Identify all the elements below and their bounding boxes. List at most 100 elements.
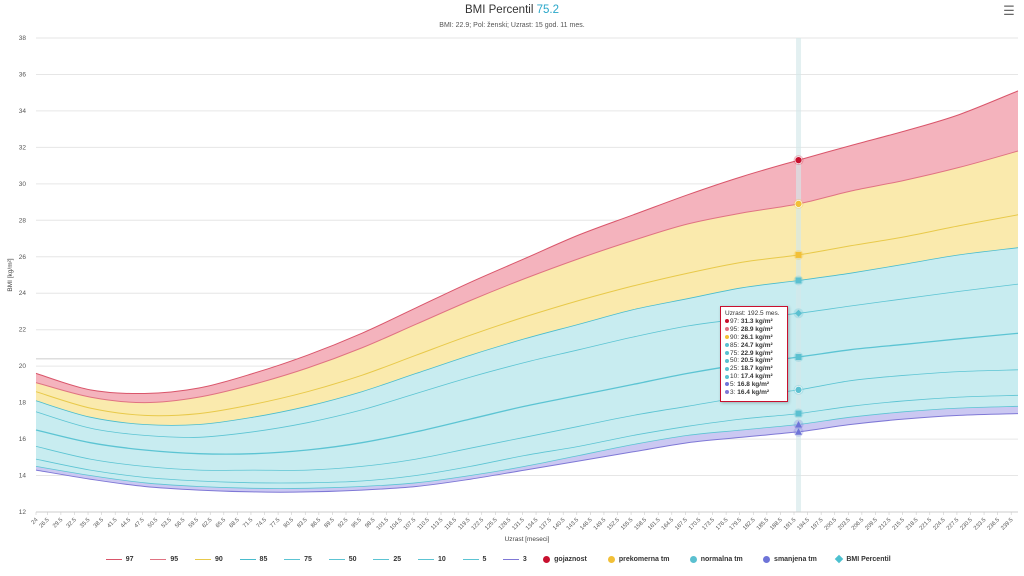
x-tick-label: 143.5	[566, 517, 581, 532]
series-line-p75	[35, 283, 1019, 438]
chart-subtitle: BMI: 22.9; Pol: ženski; Uzrast: 15 god. …	[439, 22, 585, 29]
series-line-p10	[35, 394, 1019, 484]
x-tick-label: 212.5	[878, 517, 893, 532]
band-gojaznost	[36, 90, 1018, 403]
tooltip-row-label: 75:	[730, 349, 741, 357]
legend-item-BMI-Percentil[interactable]: BMI Percentil	[835, 553, 891, 567]
tooltip-row: 75: 22.9 kg/m²	[725, 350, 787, 358]
crosshair	[796, 38, 802, 512]
legend-dot-icon	[543, 555, 551, 563]
legend-item-97[interactable]: 97	[105, 553, 134, 567]
series-line-p97	[35, 90, 1019, 395]
x-tick-label: 152.5	[606, 517, 621, 532]
legend-line-icon	[417, 558, 434, 560]
tooltip-row-value: 16.8 kg/m²	[737, 381, 770, 389]
series-line-p85	[35, 247, 1019, 426]
crosshair-band	[796, 38, 802, 512]
legend-item-75[interactable]: 75	[284, 553, 312, 567]
x-tick-label: 188.5	[769, 517, 784, 532]
y-tick-label: 22	[19, 327, 27, 334]
x-tick-label: 167.5	[674, 517, 689, 532]
x-tick-label: 104.5	[389, 517, 404, 532]
legend-item-85[interactable]: 85	[239, 553, 268, 567]
x-tick-label: 77.5	[269, 517, 281, 529]
tooltip-row: 50: 20.5 kg/m²	[725, 357, 787, 365]
x-tick-label: 185.5	[756, 517, 771, 532]
x-tick-label: 131.5	[511, 517, 526, 532]
x-tick-label: 116.5	[444, 517, 458, 531]
x-tick-label: 239.5	[1000, 517, 1015, 532]
hamburger-menu-icon[interactable]: ☰	[1003, 3, 1015, 18]
legend-item-90[interactable]: 90	[194, 553, 223, 567]
tooltip-row: 10: 17.4 kg/m²	[725, 373, 787, 381]
legend-item-10[interactable]: 10	[417, 553, 446, 567]
legend-item-95[interactable]: 95	[150, 553, 178, 567]
tooltip-row: 3: 16.4 kg/m²	[725, 389, 787, 397]
marker-p85	[795, 277, 802, 284]
x-tick-label: 50.5	[147, 517, 159, 529]
x-tick-label: 53.5	[161, 517, 173, 529]
legend-label: prekomerna tm	[618, 556, 670, 563]
chart-title-value: 75.2	[536, 4, 559, 16]
tooltip-dot-icon	[725, 390, 729, 395]
x-tick-label: 122.5	[471, 517, 486, 532]
tooltip-dot-icon	[725, 374, 729, 379]
x-tick-label: 38.5	[93, 517, 105, 529]
y-tick-label: 16	[19, 436, 27, 443]
x-tick-label: 44.5	[120, 517, 132, 529]
x-tick-label: 173.5	[701, 517, 716, 532]
tooltip-dot-icon	[725, 342, 729, 347]
legend-label: 85	[259, 556, 268, 563]
legend-item-3[interactable]: 3	[502, 553, 527, 567]
x-tick-label: 110.5	[417, 517, 431, 531]
hover-tooltip: Uzrast: 192.5 mes. 97: 31.3 kg/m² 95: 28.…	[720, 306, 788, 402]
legend-item-smanjena-tm[interactable]: smanjena tm	[763, 553, 817, 567]
tooltip-row-label: 10:	[730, 373, 741, 381]
legend-item-gojaznost[interactable]: gojaznost	[543, 553, 587, 567]
x-tick-label: 24	[31, 517, 40, 526]
legend-line-icon	[105, 558, 122, 560]
legend-item-25[interactable]: 25	[373, 553, 401, 567]
tooltip-row-label: 85:	[730, 341, 741, 349]
x-tick-label: 206.5	[851, 517, 866, 532]
x-tick-label: 35.5	[79, 517, 91, 529]
x-tick-label: 161.5	[647, 517, 662, 532]
x-tick-label: 155.5	[620, 517, 635, 532]
tooltip-row-label: 5:	[730, 381, 738, 389]
x-axis: 24 26.5 29.5 32.5 35.5 38.5 41.5 44.5 47.5 50.5 53…	[31, 511, 1018, 532]
tooltip-row-label: 90:	[730, 333, 741, 341]
x-tick-label: 218.5	[905, 517, 920, 532]
series-line-p90	[35, 214, 1019, 417]
tooltip-row: 5: 16.8 kg/m²	[725, 381, 787, 389]
x-tick-label: 125.5	[484, 517, 499, 532]
tooltip-row-label: 95:	[730, 325, 741, 333]
x-tick-label: 164.5	[661, 517, 676, 532]
x-tick-label: 227.5	[946, 517, 961, 532]
legend-label: 5	[482, 556, 487, 563]
x-tick-label: 71.5	[242, 517, 254, 529]
x-tick-label: 62.5	[201, 517, 213, 529]
legend-label: 95	[170, 556, 179, 563]
legend-item-5[interactable]: 5	[462, 553, 487, 567]
y-tick-label: 38	[19, 35, 27, 42]
y-tick-label: 26	[19, 254, 27, 261]
x-tick-label: 65.5	[215, 517, 227, 529]
tooltip-row-value: 18.7 kg/m²	[740, 365, 773, 373]
legend-item-prekomerna-tm[interactable]: prekomerna tm	[607, 553, 670, 567]
legend-diamond-icon	[835, 554, 844, 564]
x-tick-label: 86.5	[310, 517, 322, 529]
legend-label: BMI Percentil	[846, 556, 891, 563]
tooltip-row: 85: 24.7 kg/m²	[725, 342, 787, 350]
x-tick-label: 32.5	[66, 517, 78, 529]
legend-label: 50	[348, 556, 357, 563]
legend-item-50[interactable]: 50	[328, 553, 357, 567]
tooltip-row-value: 22.9 kg/m²	[740, 349, 773, 357]
marker-p90	[795, 251, 802, 258]
legend-label: 90	[214, 556, 223, 563]
chart-title: BMI Percentil 75.2	[0, 4, 1024, 16]
tooltip-row-value: 24.7 kg/m²	[740, 341, 773, 349]
y-tick-label: 14	[19, 473, 27, 480]
x-tick-label: 230.5	[959, 517, 974, 532]
legend-label: 75	[304, 556, 312, 563]
legend-item-normalna-tm[interactable]: normalna tm	[689, 553, 743, 567]
